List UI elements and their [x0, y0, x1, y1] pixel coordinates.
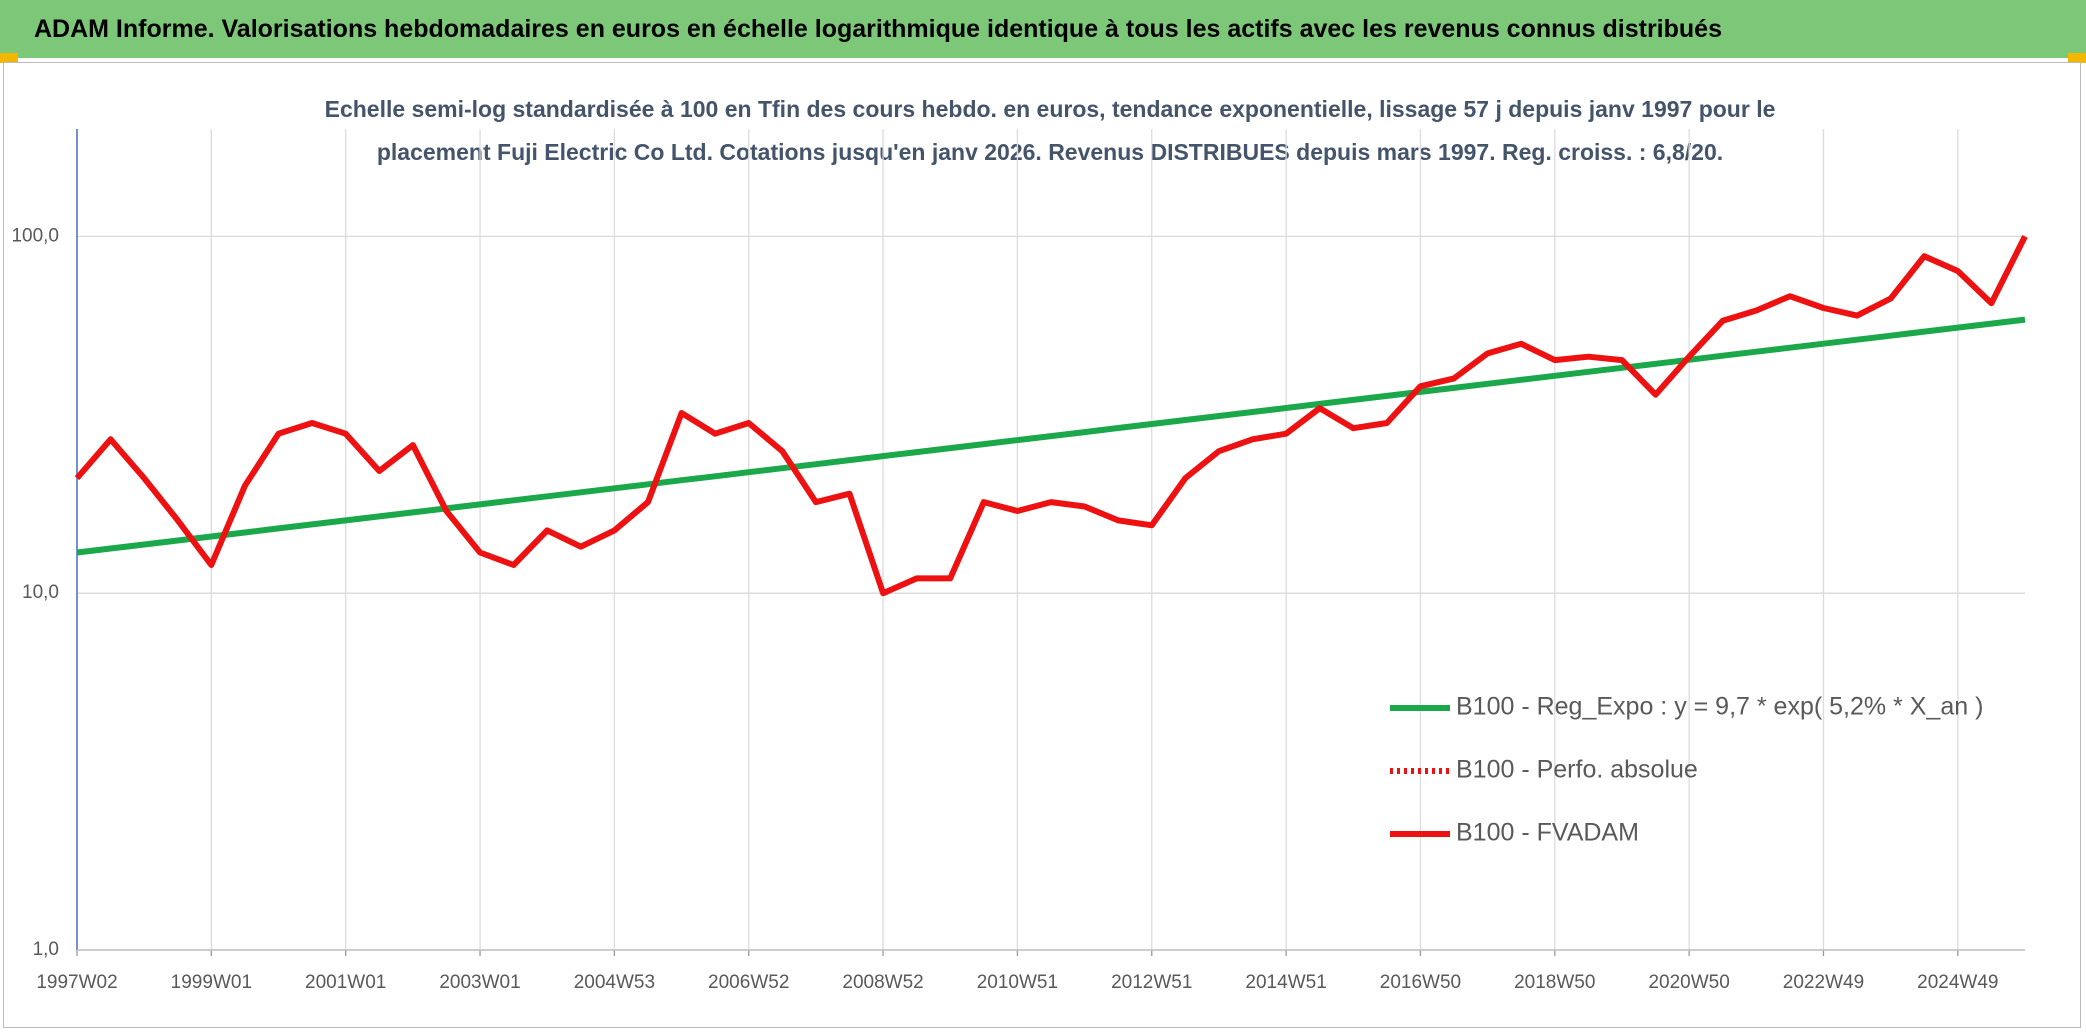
legend-label: B100 - FVADAM	[1456, 819, 1639, 847]
x-tick-label: 2016W50	[1380, 972, 1461, 993]
title-bar: ADAM Informe. Valorisations hebdomadaire…	[0, 0, 2086, 58]
x-tick-label: 2004W53	[574, 972, 655, 993]
y-tick-label: 100,0	[11, 225, 59, 246]
x-tick-label: 2024W49	[1917, 972, 1998, 993]
x-tick-label: 2006W52	[708, 972, 789, 993]
y-tick-label: 1,0	[33, 939, 59, 960]
legend-label: B100 - Reg_Expo : y = 9,7 * exp( 5,2% * …	[1456, 693, 1983, 721]
x-tick-label: 2003W01	[439, 972, 520, 993]
x-tick-label: 2020W50	[1648, 972, 1729, 993]
series-line	[76, 316, 2026, 556]
corner-mark	[2068, 53, 2086, 63]
series-line	[74, 235, 2028, 597]
x-tick-label: 2012W51	[1111, 972, 1192, 993]
x-tick-label: 2001W01	[305, 972, 386, 993]
x-tick-label: 1997W02	[36, 972, 117, 993]
legend-label: B100 - Perfo. absolue	[1456, 756, 1698, 784]
x-tick-label: 1999W01	[171, 972, 252, 993]
chart-subtitle: Echelle semi-log standardisée à 100 en T…	[324, 96, 1776, 165]
chart-frame	[3, 62, 2081, 1028]
x-tick-label: 2008W52	[842, 972, 923, 993]
corner-mark	[0, 53, 18, 63]
x-tick-label: 2022W49	[1783, 972, 1864, 993]
x-tick-label: 2010W51	[977, 972, 1058, 993]
y-tick-label: 10,0	[22, 582, 59, 603]
x-tick-label: 2018W50	[1514, 972, 1595, 993]
x-tick-label: 2014W51	[1245, 972, 1326, 993]
